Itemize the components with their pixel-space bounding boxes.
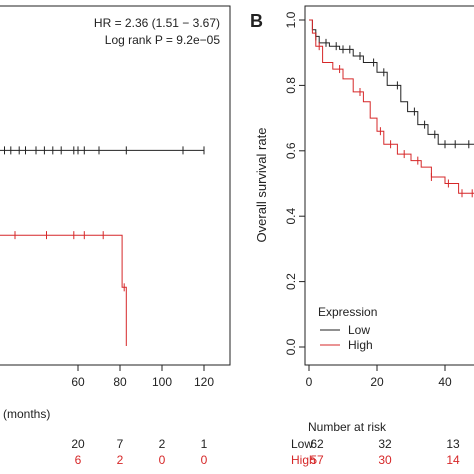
risk-count-high: 57 <box>310 453 324 467</box>
panel-a-risk-count: 1 <box>201 437 208 451</box>
risk-row-label-low: Low <box>291 437 313 451</box>
risk-count-low: 32 <box>378 437 392 451</box>
panel-b-plot-frame <box>304 5 474 366</box>
panel-b-y-tick-label: 0.4 <box>284 208 298 225</box>
panel-a-risk-count: 2 <box>117 453 124 467</box>
panel-a-x-tick-label: 100 <box>152 375 172 389</box>
risk-count-high: 30 <box>378 453 392 467</box>
panel-a-risk-count: 0 <box>201 453 208 467</box>
risk-count-low: 62 <box>310 437 324 451</box>
legend-low-label: Low <box>348 323 370 337</box>
panel-a-risk-count: 0 <box>159 453 166 467</box>
panel-a-risk-count: 20 <box>71 437 85 451</box>
panel-a-x-tick-label: 120 <box>194 375 214 389</box>
risk-table-title: Number at risk <box>308 420 387 434</box>
panel-a-x-tick-label: 80 <box>113 375 127 389</box>
risk-count-high: 14 <box>446 453 460 467</box>
panel-a-risk-count: 6 <box>75 453 82 467</box>
panel-b-x-tick-label: 20 <box>370 375 384 389</box>
panel-a-x-tick-label: 60 <box>71 375 85 389</box>
panel-b-km-plot: B Overall survival rate 0.0 0.2 0.4 0.6 0.8 1… <box>250 5 474 467</box>
panel-a-logrank-text: Log rank P = 9.2e−05 <box>105 33 221 47</box>
risk-row-label-high: High <box>291 453 316 467</box>
legend-title: Expression <box>318 305 377 319</box>
panel-b-x-tick-label: 0 <box>306 375 313 389</box>
panel-b-curve-high <box>309 19 474 194</box>
panel-b-y-tick-label: 1.0 <box>284 11 298 28</box>
panel-a-survival-curve-2 <box>0 234 127 346</box>
panel-b-letter: B <box>250 11 263 31</box>
panel-a-plot-frame <box>0 5 231 366</box>
panel-b-legend: Expression Low High <box>318 305 377 352</box>
panel-a-x-axis-label: (months) <box>3 407 50 421</box>
panel-a-risk-count: 7 <box>117 437 124 451</box>
panel-a-hr-text: HR = 2.36 (1.51 − 3.67) <box>94 16 220 30</box>
panel-b-y-tick-label: 0.2 <box>284 273 298 290</box>
risk-count-low: 13 <box>446 437 460 451</box>
panel-b-y-tick-label: 0.6 <box>284 142 298 159</box>
panel-a-km-plot: HR = 2.36 (1.51 − 3.67) Log rank P = 9.2… <box>0 5 231 467</box>
panel-b-curve-low <box>309 19 474 145</box>
panel-a-risk-count: 2 <box>159 437 166 451</box>
panel-b-y-tick-label: 0.8 <box>284 77 298 94</box>
panel-b-y-tick-label: 0.0 <box>284 338 298 355</box>
panel-b-y-axis-label: Overall survival rate <box>254 128 269 243</box>
legend-high-label: High <box>348 338 373 352</box>
panel-b-x-tick-label: 40 <box>438 375 452 389</box>
